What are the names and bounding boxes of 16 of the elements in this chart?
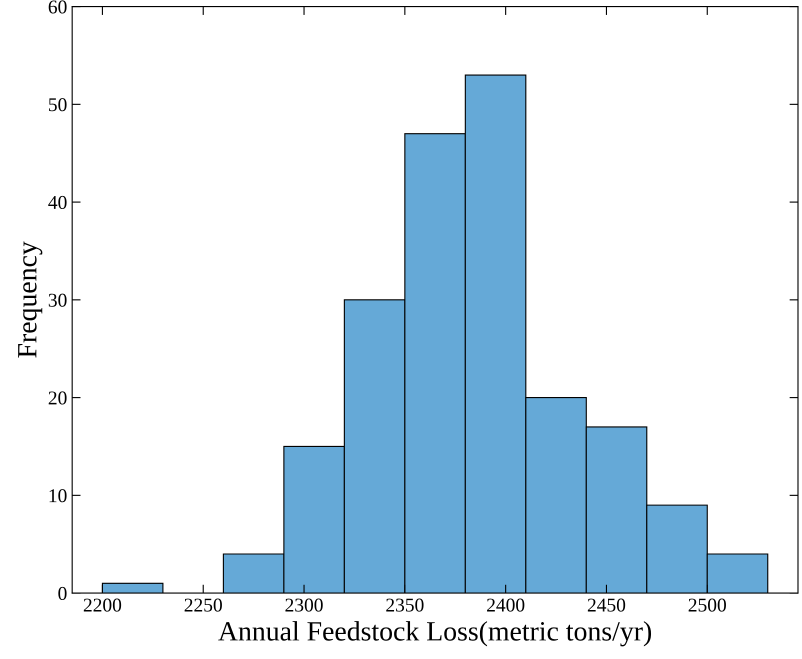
x-tick-label: 2450 (588, 598, 626, 612)
y-tick-label: 20 (48, 391, 67, 405)
x-tick-label: 2500 (688, 598, 726, 612)
x-tick-label: 2200 (84, 598, 122, 612)
x-tick-label: 2400 (487, 598, 524, 612)
y-tick-label: 0 (58, 586, 67, 600)
x-tick-label: 2350 (386, 598, 424, 612)
y-tick-label: 10 (50, 489, 67, 502)
x-tick-label: 2250 (184, 598, 222, 612)
x-axis-title: Annual Feedstock Loss(metric tons/yr) (218, 621, 652, 646)
y-tick-label: 60 (48, 0, 67, 14)
y-axis-title: Frequency (18, 241, 42, 358)
y-tick-label: 40 (48, 196, 67, 210)
y-tick-label: 50 (49, 98, 67, 112)
y-tick-label: 30 (48, 294, 67, 307)
x-tick-label: 2300 (285, 598, 323, 612)
